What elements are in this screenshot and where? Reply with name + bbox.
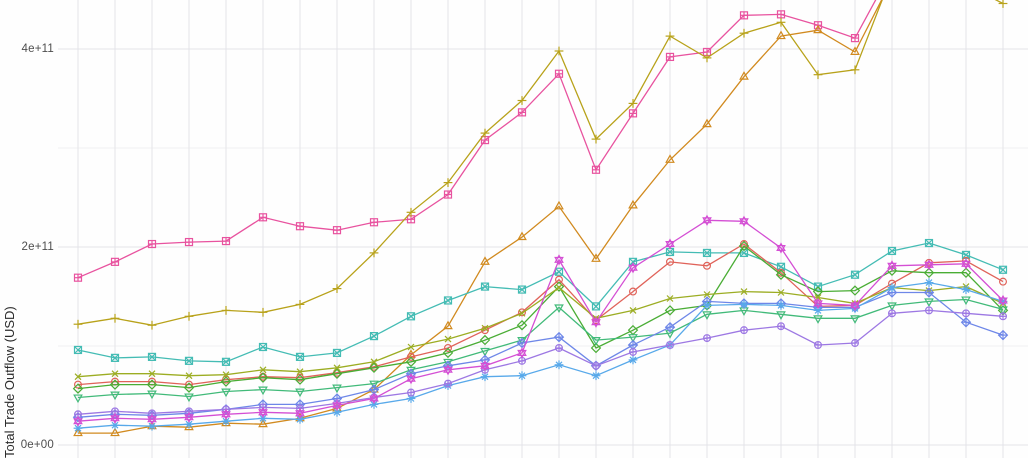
series-teal-square-x	[73, 238, 1008, 366]
y-tick-0: 0e+00	[20, 439, 54, 451]
series-line	[77, 309, 1004, 415]
series-darkyellow-plus	[73, 0, 1008, 330]
series-line	[78, 0, 883, 434]
series-markers	[73, 238, 1008, 366]
series-markers	[73, 214, 1008, 427]
series-yellowgreen-x	[74, 283, 1007, 381]
series-magenta-hexagram	[73, 214, 1008, 427]
series-line	[77, 243, 1004, 386]
gridlines-minor	[58, 147, 1028, 347]
series-line	[77, 245, 1004, 390]
series-line	[77, 0, 1004, 326]
gridlines-major-x	[77, 0, 1004, 458]
series-line	[77, 285, 1004, 378]
series-pink-square-plus	[73, 0, 877, 282]
series-skyblue-asterisk	[73, 278, 1008, 433]
series-line	[77, 0, 877, 279]
y-tick-4e11: 4e+11	[21, 43, 54, 55]
y-axis-title: Total Trade Outflow (USD)	[2, 306, 17, 458]
series-line	[77, 281, 1004, 429]
series-line	[77, 242, 1004, 363]
y-tick-2e11: 2e+11	[21, 241, 54, 253]
series-markers	[73, 10, 860, 282]
series-line	[77, 298, 1004, 399]
series-line	[77, 219, 1004, 422]
series-markers	[73, 24, 860, 437]
series-markers	[73, 278, 1008, 433]
gridlines-major-y	[58, 48, 1028, 446]
series-markers	[72, 240, 1009, 394]
series-markers	[73, 0, 1008, 330]
